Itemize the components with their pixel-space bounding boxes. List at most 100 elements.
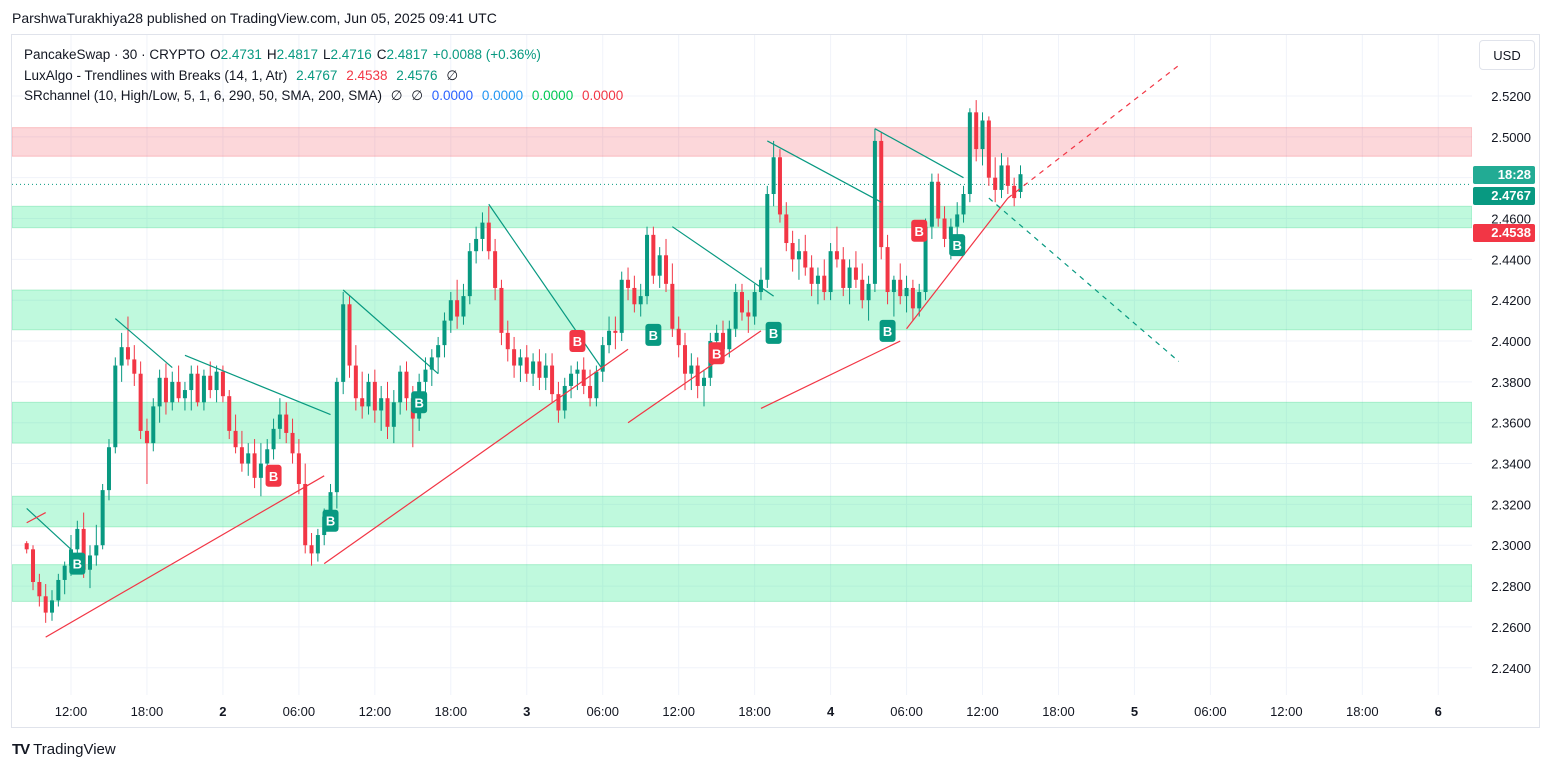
x-tick-label: 06:00 (283, 704, 316, 719)
candle-body (986, 120, 991, 178)
currency-button[interactable]: USD (1479, 40, 1535, 70)
candle-body (353, 365, 358, 399)
y-tick-label: 2.5000 (1491, 130, 1531, 145)
legend-indicator-srchannel[interactable]: SRchannel (10, High/Low, 5, 1, 6, 290, 5… (24, 86, 628, 107)
y-tick-label: 2.4600 (1491, 212, 1531, 227)
break-label-bull (645, 323, 662, 346)
chart-legend: PancakeSwap · 30 · CRYPTO O2.4731 H2.4817 L… (24, 45, 628, 107)
candle-body (638, 296, 643, 305)
break-label-bear (265, 464, 282, 487)
candle-body (512, 349, 517, 366)
y-tick-label: 2.2400 (1491, 661, 1531, 676)
break-label-text: B (712, 346, 721, 361)
uptrend-line (906, 197, 1009, 330)
candle-body (651, 234, 656, 276)
candle-body (486, 222, 491, 252)
candle-body (562, 385, 567, 411)
candle-body (847, 267, 852, 288)
candle-body (328, 492, 333, 517)
x-tick-label: 12:00 (55, 704, 88, 719)
candle-body (967, 112, 972, 195)
y-tick-label: 2.3000 (1491, 538, 1531, 553)
candle-body (258, 463, 263, 478)
candle-body (645, 234, 650, 297)
x-tick-label: 4 (827, 704, 835, 719)
candle-body (144, 430, 149, 444)
candle-body (1012, 185, 1017, 199)
candle-body (594, 371, 599, 399)
candle-body (366, 381, 371, 407)
candle-body (923, 226, 928, 293)
candle-body (100, 490, 105, 546)
x-tick-label: 18:00 (1042, 704, 1075, 719)
candle-body (891, 279, 896, 293)
legend-low: 2.4716 (330, 47, 372, 62)
candle-body (341, 304, 346, 382)
break-label-bear (708, 342, 725, 365)
candle-body (119, 347, 124, 366)
tradingview-logo-icon: TV (12, 741, 30, 758)
candle-body (917, 292, 922, 309)
candle-body (974, 112, 979, 150)
candle-body (619, 279, 624, 333)
candle-body (657, 255, 662, 276)
legend-close: 2.4817 (386, 47, 428, 62)
legend-symbol-row[interactable]: PancakeSwap · 30 · CRYPTO O2.4731 H2.4817 L… (24, 45, 628, 66)
candle-body (309, 545, 314, 554)
indicator-trendlines-name: LuxAlgo - Trendlines with Breaks (14, 1,… (24, 67, 288, 83)
candle-body (182, 390, 187, 399)
y-tick-label: 2.3600 (1491, 416, 1531, 431)
candle-body (176, 381, 181, 399)
legend-indicator-trendlines[interactable]: LuxAlgo - Trendlines with Breaks (14, 1,… (24, 66, 628, 87)
candle-body (195, 373, 200, 403)
candle-body (746, 312, 751, 317)
candle-body (531, 361, 536, 374)
candle-body (429, 357, 434, 370)
x-tick-label: 5 (1131, 704, 1138, 719)
downtrend-line (988, 197, 1180, 362)
indicator-trendlines-value-4: ∅ (446, 67, 459, 83)
candle-body (993, 177, 998, 190)
candle-body (372, 381, 377, 411)
break-label-text: B (649, 328, 658, 343)
break-label-bear (911, 219, 928, 242)
candle-body (1005, 165, 1010, 186)
candle-body (815, 275, 820, 284)
candle-body (246, 453, 251, 464)
x-tick-label: 6 (1435, 704, 1442, 719)
candle-body (233, 430, 238, 448)
candle-body (62, 565, 67, 580)
tradingview-footer[interactable]: TV TradingView (12, 741, 116, 758)
candle-body (860, 279, 865, 301)
candle-body (239, 447, 244, 464)
candle-body (714, 332, 719, 342)
candle-body (455, 300, 460, 317)
y-tick-label: 2.4400 (1491, 252, 1531, 267)
candle-body (695, 365, 700, 386)
trendline-price-tag: 2.4538 (1473, 224, 1535, 242)
indicator-srchannel-value-4: 0.0000 (481, 88, 524, 103)
legend-close-label: C (376, 47, 387, 62)
candle-body (170, 381, 175, 403)
candle-body (942, 218, 947, 239)
candle-body (505, 332, 510, 350)
candle-body (613, 330, 618, 333)
legend-change: +0.0088 (+0.36%) (432, 47, 541, 62)
break-label-bull (69, 552, 86, 575)
candle-body (284, 414, 289, 433)
candle-body (841, 259, 846, 288)
uptrend-line (26, 512, 46, 524)
candle-body (524, 357, 529, 374)
candle-body (334, 381, 339, 493)
chart-frame (11, 34, 1540, 728)
candle-body (809, 267, 814, 284)
candle-body (765, 194, 770, 280)
candle-body (664, 255, 669, 284)
candle-body (113, 365, 118, 448)
candle-body (94, 545, 99, 556)
y-tick-label: 2.5200 (1491, 89, 1531, 104)
candle-body (201, 375, 206, 403)
candle-body (828, 251, 833, 293)
break-label-text: B (953, 238, 962, 253)
